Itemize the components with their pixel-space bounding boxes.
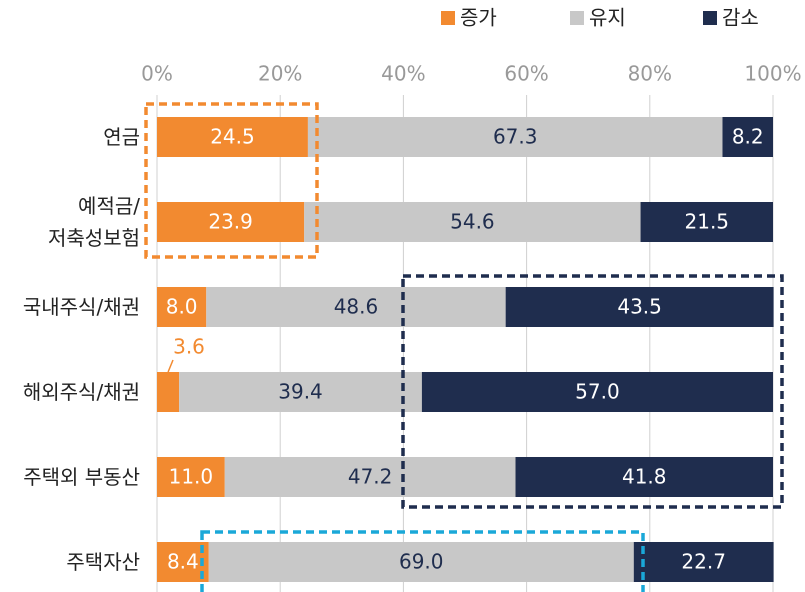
grid — [156, 95, 774, 592]
bar-segment — [515, 457, 773, 497]
value-label: 8.0 — [166, 295, 198, 319]
value-label: 57.0 — [575, 380, 620, 404]
value-label: 24.5 — [210, 125, 255, 149]
legend-swatch — [703, 11, 717, 25]
bar-segment — [722, 117, 773, 157]
value-label: 67.3 — [493, 125, 538, 149]
bar-segment — [157, 542, 209, 582]
leader-line — [167, 359, 174, 373]
bar-segment — [633, 542, 774, 582]
value-label: 21.5 — [685, 210, 730, 234]
value-label: 43.5 — [617, 295, 662, 319]
category-label: 주택외 부동산 — [23, 465, 140, 489]
highlight-box — [144, 102, 319, 259]
bar-segment — [206, 287, 506, 327]
x-tick-label: 0% — [141, 62, 173, 86]
bar-segment — [640, 202, 773, 242]
bar-segment — [157, 287, 207, 327]
category-label: 국내주식/채권 — [22, 295, 140, 319]
value-label: 41.8 — [622, 465, 667, 489]
value-label: 23.9 — [208, 210, 253, 234]
value-label: 69.0 — [399, 550, 444, 574]
legend-swatch — [441, 11, 455, 25]
legend-label: 유지 — [589, 6, 626, 30]
bar-segment — [157, 202, 305, 242]
category-label: 연금 — [103, 125, 140, 149]
bar-segment — [157, 457, 225, 497]
bar-segment — [307, 117, 723, 157]
bar-segment — [157, 372, 180, 412]
category-label: 예적금/ 저축성보험 — [48, 194, 140, 250]
value-label: 48.6 — [334, 295, 379, 319]
category-label: 해외주식/채권 — [22, 380, 140, 404]
value-label: 11.0 — [169, 465, 214, 489]
legend-label: 감소 — [722, 6, 759, 30]
legend-swatch — [570, 11, 584, 25]
x-tick-label: 100% — [744, 62, 801, 86]
bar-segment — [304, 202, 641, 242]
bar-segment — [421, 372, 773, 412]
x-tick-label: 20% — [258, 62, 302, 86]
category-label: 주택자산 — [66, 550, 140, 574]
value-label: 22.7 — [681, 550, 726, 574]
value-label: 3.6 — [173, 335, 205, 359]
legend-label: 증가 — [460, 6, 497, 30]
bars: 24.5 67.3 8.2 23.9 54.6 21.5 8.0 48.6 43.5 3.6 39.… — [157, 117, 774, 582]
bar-segment — [179, 372, 422, 412]
x-tick-label: 60% — [504, 62, 548, 86]
bar-segment — [208, 542, 634, 582]
value-label: 8.4 — [167, 550, 199, 574]
value-label: 8.2 — [732, 125, 764, 149]
x-tick-label: 40% — [381, 62, 425, 86]
value-label: 47.2 — [348, 465, 393, 489]
x-tick-label: 80% — [628, 62, 672, 86]
value-label: 54.6 — [450, 210, 495, 234]
value-label: 39.4 — [278, 380, 323, 404]
highlight-box — [401, 274, 784, 509]
bar-segment — [505, 287, 774, 327]
highlight-box — [200, 530, 645, 592]
bar-segment — [224, 457, 516, 497]
bar-segment — [157, 117, 308, 157]
